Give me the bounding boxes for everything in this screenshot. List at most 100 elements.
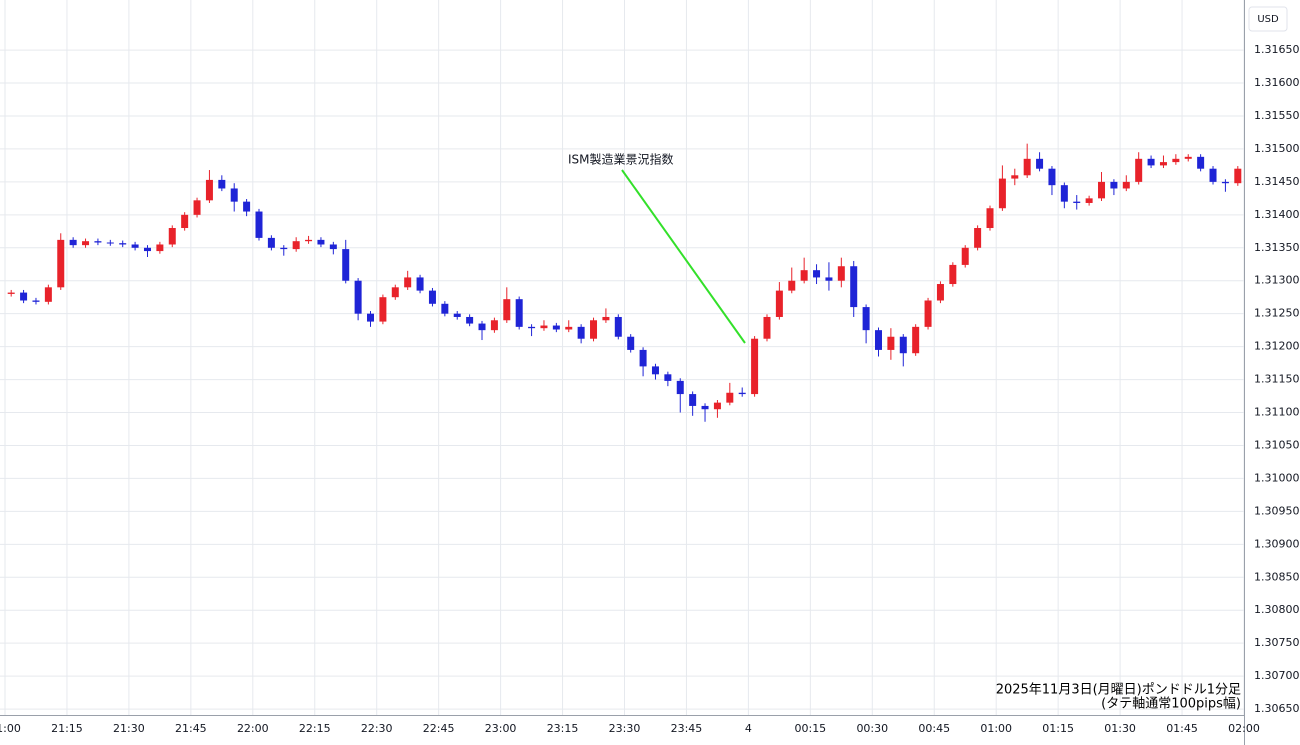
candle-body bbox=[1221, 181, 1229, 184]
candle-body bbox=[1122, 181, 1130, 189]
x-tick-label: 23:15 bbox=[547, 722, 579, 735]
x-tick-label: 01:00 bbox=[980, 722, 1012, 735]
candle-body bbox=[862, 307, 870, 331]
candle-body bbox=[602, 316, 610, 321]
candle-body bbox=[1159, 162, 1167, 166]
candle-body bbox=[924, 300, 932, 327]
candle-body bbox=[751, 338, 759, 395]
candle-body bbox=[726, 392, 734, 403]
candle-body bbox=[949, 264, 957, 285]
candle-body bbox=[267, 237, 275, 248]
candle-body bbox=[738, 392, 746, 395]
candle-body bbox=[614, 316, 622, 337]
candle-body bbox=[837, 266, 845, 281]
y-tick-label: 1.31400 bbox=[1254, 208, 1300, 221]
candle-body bbox=[94, 241, 102, 243]
candle-body bbox=[775, 290, 783, 317]
candle-body bbox=[1036, 158, 1044, 169]
candle-body bbox=[651, 366, 659, 375]
y-tick-label: 1.31150 bbox=[1254, 373, 1300, 386]
y-tick-label: 1.31600 bbox=[1254, 76, 1300, 89]
candle-body bbox=[230, 188, 238, 202]
x-tick-label: 00:15 bbox=[794, 722, 826, 735]
currency-box[interactable] bbox=[1248, 6, 1288, 32]
y-tick-label: 1.31500 bbox=[1254, 142, 1300, 155]
candle-body bbox=[503, 299, 511, 321]
candle-body bbox=[1011, 175, 1019, 179]
candle-body bbox=[131, 244, 139, 248]
y-tick-label: 1.31000 bbox=[1254, 471, 1300, 484]
candle-body bbox=[763, 316, 771, 339]
candle-body bbox=[1135, 158, 1143, 182]
candle-body bbox=[168, 228, 176, 245]
candle-body bbox=[367, 313, 375, 322]
candle-body bbox=[1197, 156, 1205, 169]
candle-body bbox=[813, 270, 821, 278]
price-axis-panel bbox=[1244, 0, 1300, 745]
y-tick-label: 1.31100 bbox=[1254, 406, 1300, 419]
x-tick-label: 02:00 bbox=[1228, 722, 1260, 735]
candle-body bbox=[540, 325, 548, 329]
y-tick-label: 1.31650 bbox=[1254, 43, 1300, 56]
x-tick-label: 21:30 bbox=[113, 722, 145, 735]
candle-body bbox=[280, 247, 288, 250]
candle-body bbox=[205, 179, 213, 201]
y-tick-label: 1.30750 bbox=[1254, 636, 1300, 649]
candle-body bbox=[1172, 158, 1180, 163]
candle-body bbox=[788, 280, 796, 291]
candle-body bbox=[292, 241, 300, 250]
axes: 1.30650 1.30700 1.30750 1.30800 1.30850 1.309… bbox=[0, 43, 1300, 735]
caption: 2025年11月3日(月曜日)ポンドドル1分足 bbox=[996, 683, 1241, 698]
candle-body bbox=[106, 242, 114, 244]
candle-body bbox=[850, 266, 858, 308]
candle-body bbox=[974, 228, 982, 248]
grid bbox=[0, 0, 1244, 715]
candle-body bbox=[1184, 156, 1192, 159]
candle-body bbox=[577, 326, 585, 339]
y-tick-label: 1.30900 bbox=[1254, 537, 1300, 550]
candle-body bbox=[800, 270, 808, 281]
x-tick-label: 23:30 bbox=[609, 722, 641, 735]
candle-body bbox=[305, 239, 313, 242]
candle-body bbox=[416, 277, 424, 291]
candles bbox=[7, 143, 1242, 422]
y-tick-label: 1.30700 bbox=[1254, 669, 1300, 682]
candle-body bbox=[1073, 201, 1081, 203]
y-tick-label: 1.31250 bbox=[1254, 307, 1300, 320]
candle-body bbox=[193, 200, 201, 215]
x-tick-label: 21:45 bbox=[175, 722, 207, 735]
x-tick-label: 01:15 bbox=[1042, 722, 1074, 735]
caption: (タテ軸通常100pips幅) bbox=[1101, 697, 1241, 712]
candle-body bbox=[676, 380, 684, 395]
y-tick-label: 1.31050 bbox=[1254, 438, 1300, 451]
candle-body bbox=[143, 247, 151, 252]
y-tick-label: 1.31350 bbox=[1254, 241, 1300, 254]
candle-body bbox=[391, 287, 399, 298]
candle-body bbox=[998, 178, 1006, 209]
candle-body bbox=[899, 336, 907, 354]
y-tick-label: 1.31300 bbox=[1254, 274, 1300, 287]
candle-body bbox=[825, 277, 833, 281]
y-tick-label: 1.31550 bbox=[1254, 109, 1300, 122]
y-tick-label: 1.30800 bbox=[1254, 603, 1300, 616]
candle-body bbox=[1209, 168, 1217, 182]
candle-body bbox=[1147, 158, 1155, 166]
candle-body bbox=[936, 284, 944, 301]
candle-body bbox=[478, 323, 486, 331]
candle-body bbox=[664, 374, 672, 381]
candle-body bbox=[565, 326, 573, 330]
x-tick-label: 00:30 bbox=[856, 722, 888, 735]
currency-label: USD bbox=[1257, 14, 1279, 25]
x-tick-label: 01:45 bbox=[1166, 722, 1198, 735]
candle-body bbox=[961, 247, 969, 265]
candle-body bbox=[82, 241, 90, 246]
candle-body bbox=[354, 280, 362, 314]
candle-body bbox=[404, 277, 412, 288]
candle-body bbox=[515, 299, 523, 327]
candle-body bbox=[20, 292, 28, 301]
y-tick-label: 1.30850 bbox=[1254, 570, 1300, 583]
candle-body bbox=[590, 320, 598, 339]
candle-body bbox=[713, 402, 721, 410]
